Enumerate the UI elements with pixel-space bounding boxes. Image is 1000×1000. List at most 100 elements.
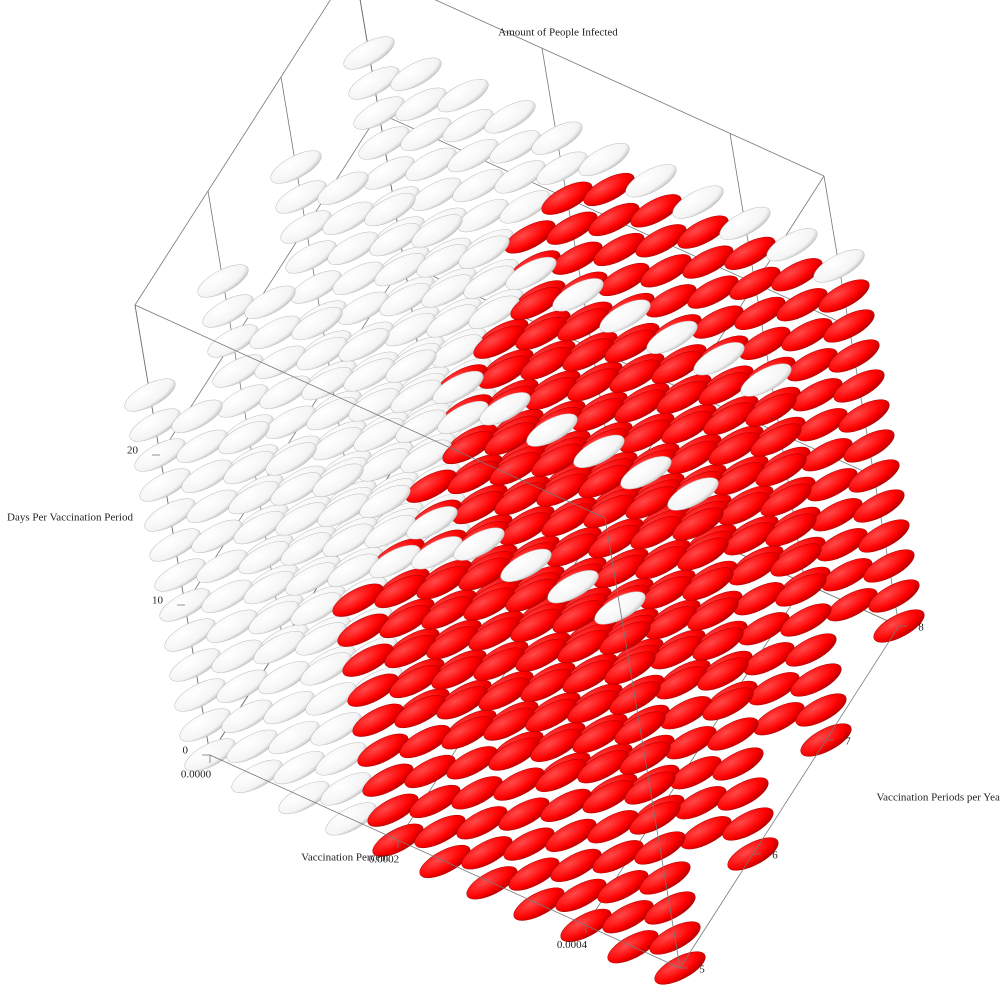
- healthy-point: [384, 313, 436, 347]
- infected-point: [786, 348, 838, 382]
- healthy-point: [206, 609, 258, 643]
- infected-point: [557, 308, 609, 342]
- infected-point: [473, 647, 525, 681]
- healthy-point: [254, 345, 306, 379]
- infected-point: [811, 498, 863, 532]
- healthy-point: [124, 378, 176, 412]
- infected-point: [750, 423, 802, 457]
- grid-line: [159, 112, 380, 456]
- infected-point: [656, 380, 708, 414]
- infected-point: [572, 720, 624, 754]
- healthy-point: [453, 527, 505, 561]
- healthy-point: [410, 177, 462, 211]
- infected-point: [347, 673, 399, 707]
- infected-point: [499, 512, 551, 546]
- infected-point: [421, 596, 473, 630]
- y-tick-label: 5: [699, 964, 705, 976]
- healthy-point: [196, 549, 248, 583]
- healthy-point: [181, 459, 233, 493]
- healthy-point: [300, 652, 352, 686]
- grid-line: [585, 583, 806, 926]
- infected-point: [702, 687, 754, 721]
- infected-point: [452, 490, 504, 525]
- infected-point: [436, 686, 488, 720]
- healthy-point: [296, 337, 348, 371]
- infected-point: [672, 507, 724, 541]
- infected-point: [362, 763, 414, 797]
- infected-point: [738, 612, 790, 646]
- infected-point: [713, 462, 765, 496]
- healthy-point: [343, 36, 395, 70]
- healthy-point: [285, 562, 337, 596]
- infected-point: [724, 236, 776, 270]
- infected-point: [734, 296, 786, 330]
- infected-point: [602, 900, 654, 934]
- infected-point: [525, 698, 577, 732]
- infected-point: [555, 878, 607, 912]
- healthy-point: [317, 493, 369, 527]
- infected-point: [494, 482, 546, 516]
- points: [124, 36, 925, 985]
- infected-point: [463, 587, 515, 621]
- infected-point: [640, 576, 692, 610]
- infected-point: [541, 503, 593, 537]
- infected-point: [682, 245, 734, 279]
- healthy-point: [338, 328, 390, 362]
- infected-point: [468, 617, 520, 651]
- chart-title: Amount of People Infected: [498, 27, 618, 39]
- healthy-point: [317, 171, 369, 205]
- healthy-point: [249, 315, 301, 349]
- infected-point: [729, 266, 781, 300]
- infected-point: [651, 350, 703, 384]
- healthy-point: [202, 294, 254, 328]
- box-edge: [434, 0, 825, 177]
- infected-point: [541, 181, 593, 215]
- infected-point: [806, 468, 858, 502]
- healthy-point: [625, 164, 677, 198]
- infected-point: [645, 284, 697, 318]
- infected-point: [655, 666, 707, 700]
- infected-point: [791, 378, 843, 412]
- z-axis-label: Days Per Vaccination Period: [7, 512, 133, 524]
- infected-point: [426, 626, 478, 660]
- infected-point: [625, 486, 677, 520]
- infected-point: [545, 818, 597, 852]
- infected-point: [520, 346, 572, 381]
- infected-point: [677, 215, 729, 249]
- healthy-point: [285, 240, 337, 274]
- infected-point: [399, 724, 451, 759]
- infected-point: [697, 657, 749, 691]
- healthy-point: [179, 708, 231, 742]
- healthy-point: [149, 528, 201, 562]
- healthy-point: [290, 270, 342, 304]
- healthy-point: [536, 151, 588, 185]
- healthy-point: [312, 463, 364, 497]
- healthy-point: [263, 691, 315, 725]
- healthy-point: [258, 661, 310, 695]
- healthy-point: [411, 536, 463, 570]
- infected-point: [718, 492, 770, 526]
- infected-point: [478, 677, 530, 711]
- infected-point: [551, 241, 603, 275]
- infected-point: [640, 254, 692, 288]
- healthy-point: [531, 121, 583, 155]
- healthy-point: [197, 264, 249, 298]
- healthy-point: [494, 160, 546, 194]
- box-edge: [823, 175, 900, 627]
- healthy-point: [259, 375, 311, 409]
- healthy-point: [139, 468, 191, 502]
- healthy-point: [327, 553, 379, 587]
- infected-point: [525, 376, 577, 411]
- infected-point: [739, 326, 791, 360]
- infected-point: [473, 325, 525, 359]
- healthy-point: [369, 223, 421, 257]
- infected-point: [405, 469, 457, 503]
- infected-point: [717, 777, 769, 811]
- infected-point: [853, 489, 905, 523]
- infected-point: [588, 202, 640, 237]
- infected-point: [414, 814, 466, 849]
- infected-point: [515, 316, 567, 351]
- infected-point: [352, 703, 404, 737]
- healthy-point: [363, 156, 415, 190]
- infected-point: [483, 707, 535, 741]
